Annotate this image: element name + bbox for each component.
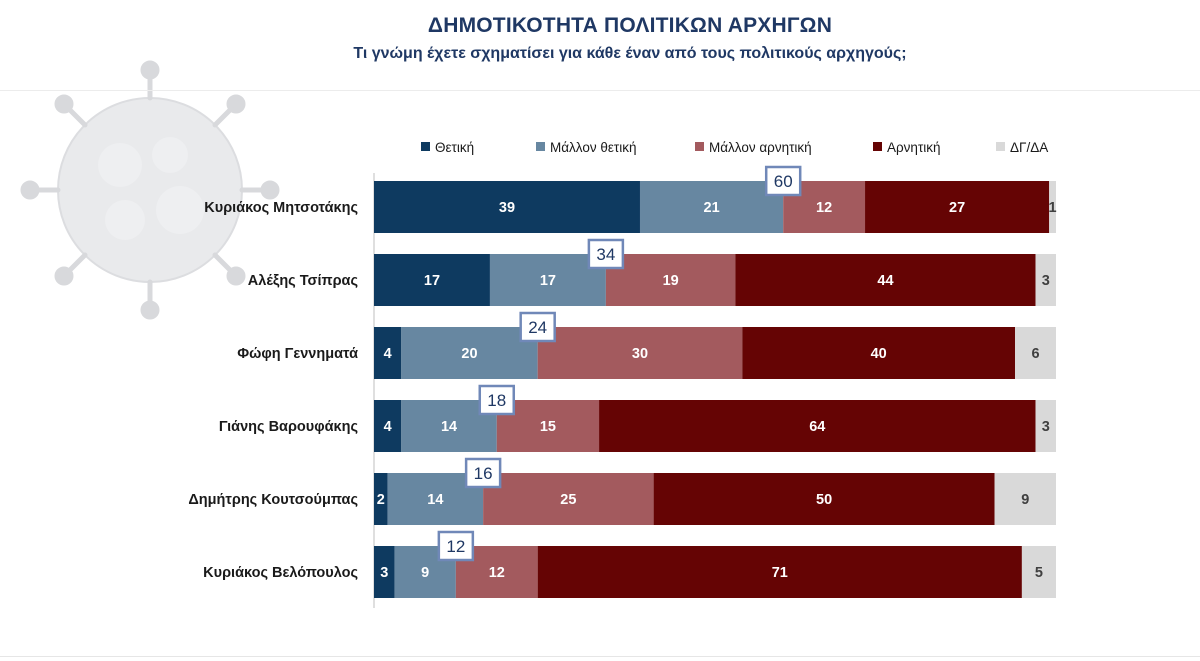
- bar-row: Φώφη Γεννηματά 4 20 30 40 6 24: [237, 311, 1056, 379]
- positive-total-callout: [587, 238, 625, 270]
- bar-segment: [1015, 327, 1056, 379]
- category-label: Φώφη Γεννηματά: [237, 346, 358, 362]
- bar-segment: [489, 254, 606, 306]
- legend-swatch: [996, 142, 1005, 151]
- header-divider: [0, 90, 1200, 91]
- bar-row: Κυριάκος Μητσοτάκης 39 21 12 27 1 60: [204, 165, 1057, 233]
- category-label: Δημήτρης Κουτσούμπας: [188, 492, 358, 508]
- legend-swatch: [536, 142, 545, 151]
- legend-swatch: [421, 142, 430, 151]
- bar-segment: [1035, 254, 1056, 306]
- bar-row: Αλέξης Τσίπρας 17 17 19 44 3 34: [248, 238, 1056, 306]
- virus-background-icon: [20, 60, 280, 320]
- data-label: 12: [816, 200, 832, 216]
- data-label: 71: [772, 565, 788, 581]
- bar-segment: [1049, 181, 1056, 233]
- data-label: 9: [1021, 492, 1029, 508]
- legend-label: Αρνητική: [887, 140, 941, 155]
- chart-title: ΔΗΜΟΤΙΚΟΤΗΤΑ ΠΟΛΙΤΙΚΩΝ ΑΡΧΗΓΩΝ: [427, 14, 833, 37]
- data-label: 30: [632, 346, 648, 362]
- data-label: 40: [871, 346, 887, 362]
- data-label: 25: [560, 492, 576, 508]
- positive-total-callout: [464, 457, 502, 489]
- data-label: 17: [424, 273, 440, 289]
- data-label: 64: [809, 419, 825, 435]
- legend-swatch: [695, 142, 704, 151]
- chart-subtitle: Τι γνώμη έχετε σχηματίσει για κάθε έναν …: [353, 45, 907, 62]
- legend-label: ΔΓ/ΔΑ: [1010, 140, 1048, 155]
- bar-segment: [483, 473, 654, 525]
- data-label: 5: [1035, 565, 1043, 581]
- legend-item: ΔΓ/ΔΑ: [996, 140, 1048, 155]
- data-label: 14: [441, 419, 457, 435]
- data-label: 4: [384, 346, 392, 362]
- bar-segment: [374, 400, 402, 452]
- bar-segment: [994, 473, 1056, 525]
- data-label: 20: [461, 346, 477, 362]
- legend-item: Θετική: [421, 140, 474, 155]
- bar-segment: [599, 400, 1036, 452]
- data-label: 9: [421, 565, 429, 581]
- data-label: 12: [489, 565, 505, 581]
- positive-total-callout: [519, 311, 556, 343]
- category-label: Γιάνης Βαρουφάκης: [219, 419, 358, 435]
- bar-segment: [537, 327, 743, 379]
- positive-total-callout: [437, 530, 475, 562]
- legend-item: Μάλλον θετική: [536, 140, 636, 155]
- data-label: 21: [704, 200, 720, 216]
- legend-swatch: [873, 142, 882, 151]
- bar-segment: [605, 254, 736, 306]
- data-label: 15: [540, 419, 556, 435]
- data-label: 44: [877, 273, 893, 289]
- positive-total-label: 60: [774, 172, 793, 191]
- bar-segment: [1021, 546, 1056, 598]
- positive-total-label: 24: [528, 318, 547, 337]
- data-label: 14: [427, 492, 443, 508]
- positive-total-label: 16: [474, 464, 493, 483]
- positive-total-callout: [478, 384, 516, 416]
- bar-segment: [374, 254, 490, 306]
- positive-total-label: 18: [487, 391, 506, 410]
- bar-segment: [374, 473, 388, 525]
- data-label: 39: [499, 200, 515, 216]
- bar-segment: [639, 181, 784, 233]
- positive-total-callout: [764, 165, 802, 197]
- footer-divider: [0, 656, 1200, 657]
- category-label: Κυριάκος Μητσοτάκης: [204, 200, 358, 216]
- data-label: 27: [949, 200, 965, 216]
- category-label: Κυριάκος Βελόπουλος: [203, 565, 358, 581]
- data-label: 50: [816, 492, 832, 508]
- data-label: 1: [1049, 200, 1057, 216]
- bar-segment: [865, 181, 1050, 233]
- legend-item: Αρνητική: [873, 140, 941, 155]
- bar-row: Γιάνης Βαρουφάκης 4 14 15 64 3 18: [219, 384, 1056, 452]
- data-label: 3: [1042, 273, 1050, 289]
- data-label: 3: [380, 565, 388, 581]
- legend-item: Μάλλον αρνητική: [695, 140, 812, 155]
- data-label: 6: [1032, 346, 1040, 362]
- bar-segment: [374, 327, 402, 379]
- bar-row: Κυριάκος Βελόπουλος 3 9 12 71 5 12: [203, 530, 1056, 598]
- data-label: 3: [1042, 419, 1050, 435]
- bar-segment: [374, 546, 395, 598]
- legend-label: Μάλλον αρνητική: [709, 140, 812, 155]
- bar-row: Δημήτρης Κουτσούμπας 2 14 25 50 9 16: [188, 457, 1056, 525]
- bar-segment: [742, 327, 1016, 379]
- category-label: Αλέξης Τσίπρας: [248, 273, 358, 289]
- bar-segment: [653, 473, 995, 525]
- bar-segment: [401, 327, 538, 379]
- data-label: 2: [377, 492, 385, 508]
- bar-segment: [735, 254, 1036, 306]
- legend-label: Μάλλον θετική: [550, 140, 636, 155]
- positive-total-label: 12: [446, 537, 465, 556]
- data-label: 19: [663, 273, 679, 289]
- bar-segment: [537, 546, 1022, 598]
- positive-total-label: 34: [596, 245, 615, 264]
- legend-label: Θετική: [435, 140, 474, 155]
- data-label: 17: [540, 273, 556, 289]
- data-label: 4: [384, 419, 392, 435]
- bar-segment: [374, 181, 640, 233]
- bar-segment: [1035, 400, 1056, 452]
